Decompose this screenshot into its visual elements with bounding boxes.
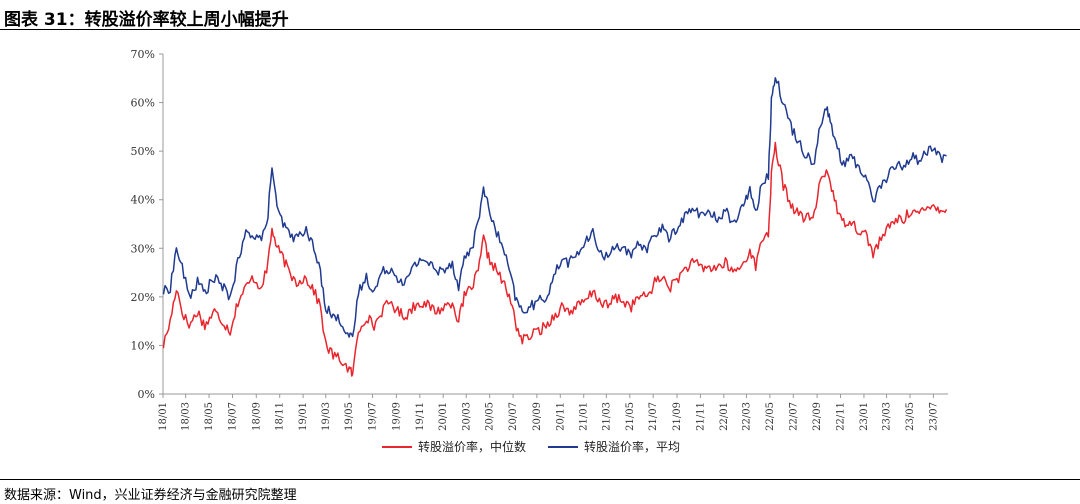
y-tick-label: 20% bbox=[131, 291, 155, 304]
y-tick-label: 0% bbox=[138, 388, 155, 401]
x-tick-label: 18/01 bbox=[158, 402, 169, 431]
x-tick-label: 21/01 bbox=[579, 402, 590, 431]
x-tick-label: 22/05 bbox=[765, 402, 776, 431]
legend: 转股溢价率，中位数 转股溢价率，平均 bbox=[382, 439, 680, 454]
top-rule bbox=[0, 29, 1080, 30]
x-tick-label: 23/01 bbox=[859, 402, 870, 431]
x-tick-label: 18/05 bbox=[204, 402, 215, 431]
x-tick-label: 20/09 bbox=[532, 402, 543, 431]
x-tick-label: 21/09 bbox=[672, 402, 683, 431]
premium-rate-line-chart: 0%10%20%30%40%50%60%70% 18/01 18/03 18/05 1… bbox=[131, 48, 948, 454]
x-tick-label: 21/07 bbox=[648, 402, 659, 431]
x-tick-label: 22/07 bbox=[788, 402, 799, 431]
x-tick-label: 23/05 bbox=[905, 402, 916, 431]
y-tick-label: 10% bbox=[131, 339, 155, 352]
source-note: 数据来源：Wind，兴业证券经济与金融研究院整理 bbox=[4, 488, 297, 503]
x-tick-label: 23/07 bbox=[928, 402, 939, 431]
x-tick-label: 20/11 bbox=[555, 402, 566, 431]
legend-label-median: 转股溢价率，中位数 bbox=[418, 439, 526, 454]
series-layer bbox=[162, 77, 948, 377]
x-tick-label: 22/03 bbox=[741, 402, 752, 431]
x-tick-label: 21/11 bbox=[695, 402, 706, 431]
series-line-median bbox=[162, 141, 948, 377]
x-tick-label: 20/07 bbox=[508, 402, 519, 431]
x-tick-label: 18/09 bbox=[251, 402, 262, 431]
x-tick-label: 23/03 bbox=[882, 402, 893, 431]
x-tick-label: 18/11 bbox=[275, 402, 286, 431]
x-tick-label: 20/01 bbox=[438, 402, 449, 431]
x-tick-label: 22/01 bbox=[719, 402, 730, 431]
y-tick-label: 70% bbox=[131, 48, 155, 61]
x-tick-label: 19/11 bbox=[415, 402, 426, 431]
x-tick-label: 20/03 bbox=[461, 402, 472, 431]
x-tick-label: 21/03 bbox=[601, 402, 612, 431]
y-tick-label: 50% bbox=[131, 145, 155, 158]
x-tick-label: 18/03 bbox=[181, 402, 192, 431]
x-tick-label: 19/09 bbox=[391, 402, 402, 431]
x-tick-label: 19/05 bbox=[344, 402, 355, 431]
bottom-rule bbox=[0, 479, 1080, 480]
x-tick-label: 22/09 bbox=[812, 402, 823, 431]
x-tick-label: 19/07 bbox=[368, 402, 379, 431]
y-tick-label: 30% bbox=[131, 242, 155, 255]
legend-label-mean: 转股溢价率，平均 bbox=[584, 439, 680, 454]
x-tick-label: 20/05 bbox=[485, 402, 496, 431]
x-tick-label: 18/07 bbox=[227, 402, 238, 431]
x-tick-label: 19/01 bbox=[298, 402, 309, 431]
x-tick-label: 21/05 bbox=[625, 402, 636, 431]
figure-title: 图表 31：转股溢价率较上周小幅提升 bbox=[4, 10, 289, 30]
figure-title-bar: 图表 31：转股溢价率较上周小幅提升 bbox=[0, 0, 1080, 30]
x-tick-label: 19/03 bbox=[321, 402, 332, 431]
y-tick-label: 60% bbox=[131, 97, 155, 110]
series-line-mean bbox=[162, 77, 947, 338]
y-tick-label: 40% bbox=[131, 194, 155, 207]
x-axis: 18/01 18/03 18/05 18/07 18/09 18/11 19/01 19/03… bbox=[158, 393, 948, 431]
y-axis: 0% 10% 20% 30% 40% 50% 60% 70% bbox=[131, 48, 164, 401]
x-tick-label: 22/11 bbox=[836, 402, 847, 431]
